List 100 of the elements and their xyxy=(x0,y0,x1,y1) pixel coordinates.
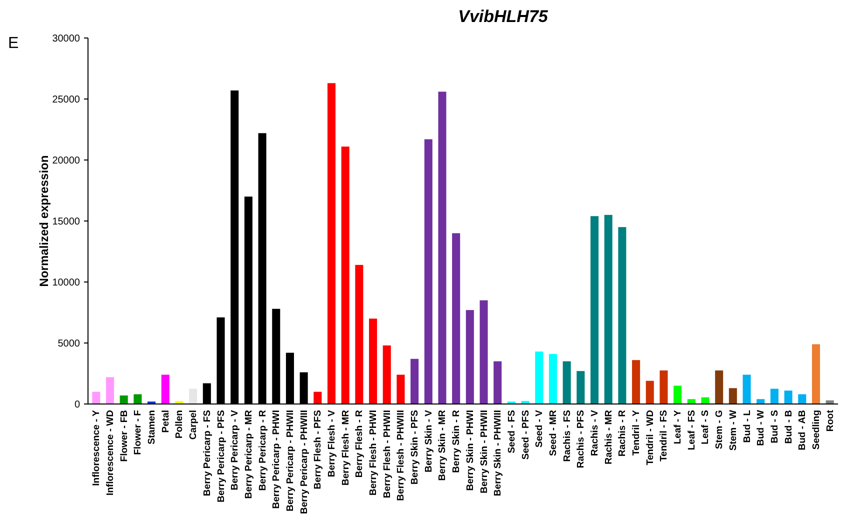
bar xyxy=(812,344,820,404)
x-tick-label: Seed - PFS xyxy=(520,410,532,460)
bar xyxy=(410,358,419,404)
x-tick-label: Berry Flesh - PHWI xyxy=(368,410,380,496)
x-tick-label: Bud - L xyxy=(742,410,753,443)
x-tick-label: Berry Skin - PHWI xyxy=(464,410,476,491)
x-tick-label: Berry Skin - R xyxy=(451,410,462,473)
x-tick-label: Rachis - MR xyxy=(603,410,614,464)
bar xyxy=(660,370,668,404)
y-axis-title: Normalized expression xyxy=(37,155,51,287)
bar xyxy=(674,386,682,404)
chart-title: VvibHLH75 xyxy=(458,7,548,26)
bar xyxy=(604,214,612,404)
x-tick-label: Seedling xyxy=(810,410,822,450)
x-tick-label: Stem - G xyxy=(714,410,726,450)
x-tick-label: Seed - V xyxy=(534,409,546,448)
bar xyxy=(798,394,806,404)
x-tick-label: Berry Skin - PHWIII xyxy=(492,410,504,496)
x-tick-label: Rachis - PFS xyxy=(576,410,587,468)
x-tick-label: Tendril - FS xyxy=(658,410,670,462)
bar xyxy=(424,139,432,404)
bar xyxy=(535,352,544,404)
x-tick-label: Berry Pericarp - PHWII xyxy=(284,410,296,512)
bar xyxy=(438,92,446,404)
bar xyxy=(161,374,170,404)
y-tick-label: 15000 xyxy=(52,216,80,228)
y-tick-label: 25000 xyxy=(52,94,80,106)
x-tick-label: Berry Flesh - MR xyxy=(340,410,352,486)
x-tick-label: Petal xyxy=(160,410,172,433)
y-tick-label: 10000 xyxy=(52,278,80,288)
x-tick-label: Flower - FB xyxy=(118,410,130,462)
x-tick-label: Inflorescence - Y xyxy=(91,409,102,486)
bar xyxy=(369,318,378,404)
bar xyxy=(576,371,585,404)
x-tick-label: Berry Flesh - R xyxy=(354,410,366,478)
x-tick-label: Carpel xyxy=(188,410,200,440)
x-tick-label: Leaf - S xyxy=(700,410,712,444)
x-tick-label: Leaf - Y xyxy=(672,409,684,444)
bar xyxy=(466,310,474,404)
x-tick-label: Berry Skin - PFS xyxy=(410,410,421,484)
x-tick-label: Berry Flesh - PFS xyxy=(312,410,324,490)
x-tick-label: Seed - FS xyxy=(506,410,518,454)
x-tick-label: Bud - W xyxy=(756,410,767,446)
x-tick-label: Bud - AB xyxy=(797,410,808,450)
x-tick-label: Rachis - FS xyxy=(562,410,573,462)
x-tick-label: Leaf - FS xyxy=(686,410,698,450)
x-tick-label: Berry Pericarp - R xyxy=(257,410,268,491)
text: E xyxy=(8,35,19,52)
bar xyxy=(687,399,696,404)
bar xyxy=(341,146,350,404)
x-tick-label: Berry Pericarp - MR xyxy=(243,410,254,499)
bar xyxy=(590,216,599,404)
x-tick-label: Inflorescence - WD xyxy=(105,410,116,496)
bar xyxy=(784,390,792,404)
bar xyxy=(715,370,724,404)
x-tick-label: Tendril - WD xyxy=(644,410,656,466)
x-tick-label: Stamen xyxy=(146,410,158,444)
bar xyxy=(494,361,502,404)
x-tick-label: Berry Flesh - PHWIII xyxy=(396,410,407,501)
bar xyxy=(134,394,142,404)
y-tick-label: 0 xyxy=(74,400,80,410)
bar xyxy=(548,354,557,404)
x-tick-label: Bud - S xyxy=(769,410,780,444)
x-tick-label: Flower - F xyxy=(132,410,144,455)
bar xyxy=(646,380,654,404)
x-tick-label: Berry Skin - PHWII xyxy=(478,410,490,494)
x-tick-label: Stem - W xyxy=(728,410,739,451)
bar xyxy=(327,83,336,404)
x-tick-label: Bud - B xyxy=(783,410,794,444)
x-tick-label: Berry Flesh - V xyxy=(326,409,338,478)
bar xyxy=(701,397,710,404)
bar xyxy=(120,395,128,404)
bar xyxy=(189,388,198,404)
x-tick-label: Tendril - Y xyxy=(631,409,642,456)
bar xyxy=(92,392,100,404)
bar xyxy=(742,374,751,404)
bar xyxy=(632,360,640,404)
x-tick-label: Berry Pericarp - PHWI xyxy=(271,410,282,509)
y-tick-label: 20000 xyxy=(52,156,80,166)
bar xyxy=(618,227,626,404)
y-tick-label: 30000 xyxy=(52,34,80,44)
x-tick-label: Berry Pericarp - V xyxy=(230,409,241,490)
x-tick-label: Berry Pericarp - PHWIII xyxy=(298,410,310,514)
bar xyxy=(452,233,460,404)
x-tick-label: Seed - MR xyxy=(548,410,559,456)
x-tick-label: Berry Skin - MR xyxy=(437,410,448,481)
bar xyxy=(480,300,488,404)
bar xyxy=(382,345,391,404)
bar xyxy=(562,361,571,404)
bar xyxy=(396,374,405,404)
bar xyxy=(770,388,778,404)
x-tick-label: Root xyxy=(824,409,836,432)
bar xyxy=(314,392,322,404)
bar xyxy=(728,388,737,404)
x-tick-label: Rachis - V xyxy=(590,409,601,456)
x-tick-label: Rachis - R xyxy=(617,410,628,456)
y-tick-label: 5000 xyxy=(58,338,80,350)
x-tick-label: Berry Pericarp - PFS xyxy=(216,410,227,502)
bar xyxy=(106,377,114,404)
x-tick-label: Berry Pericarp - FS xyxy=(202,410,213,496)
